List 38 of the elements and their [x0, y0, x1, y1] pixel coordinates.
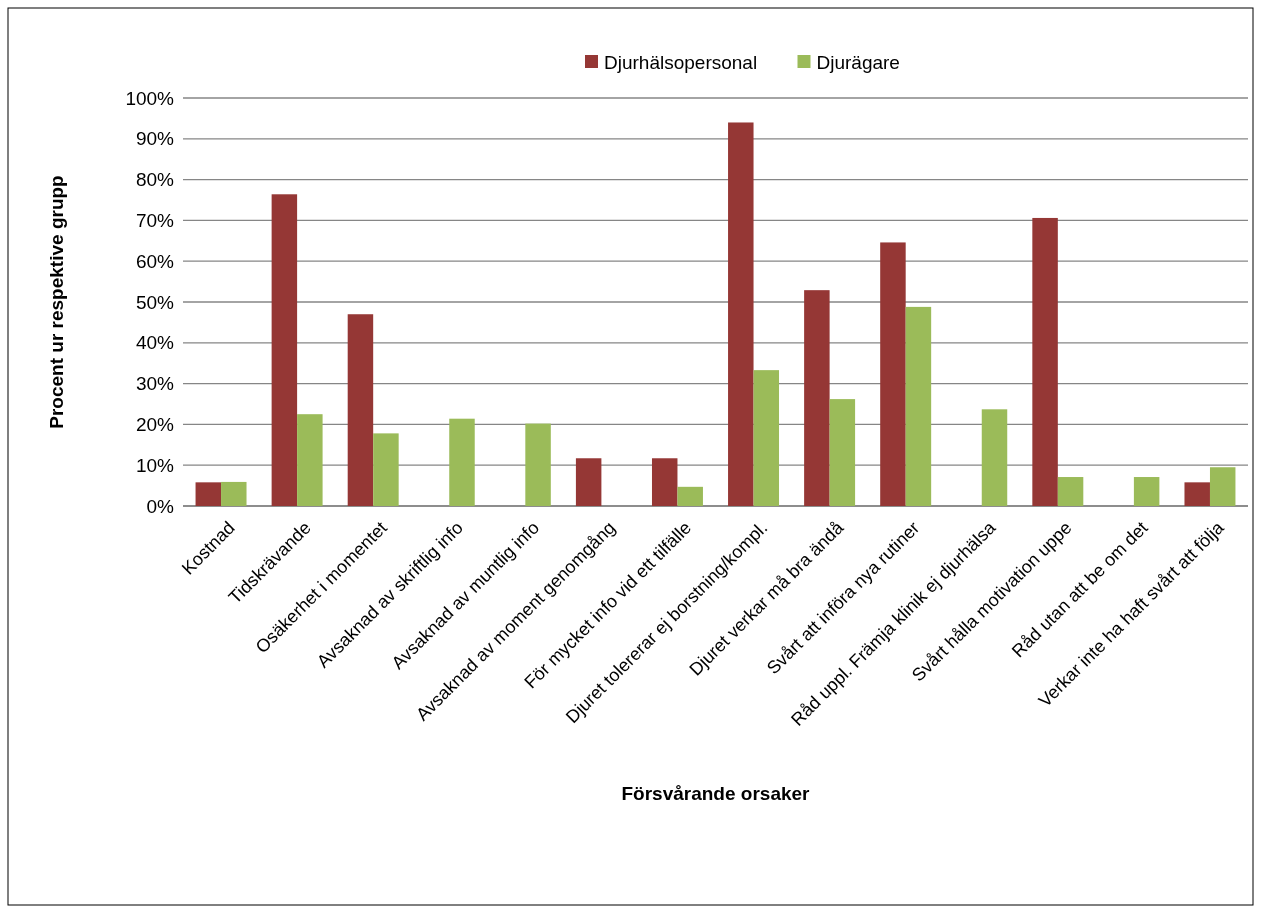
x-axis-title: Försvårande orsaker	[621, 783, 811, 804]
bar	[880, 242, 906, 506]
bar	[728, 122, 754, 506]
legend-label: Djurhälsopersonal	[604, 51, 758, 73]
bar	[804, 290, 830, 506]
y-tick-label: 20%	[135, 414, 175, 436]
bar	[347, 314, 374, 506]
bar	[1184, 482, 1210, 506]
bar	[221, 481, 247, 506]
bar	[271, 194, 298, 506]
bar	[1032, 217, 1058, 506]
y-tick-label: 10%	[135, 454, 175, 476]
bar	[449, 418, 475, 506]
y-tick-label: 60%	[135, 250, 175, 272]
y-tick-label: 80%	[135, 169, 175, 191]
bar	[651, 458, 678, 506]
y-tick-label: 70%	[135, 210, 175, 232]
y-tick-label: 40%	[135, 332, 175, 354]
bar	[981, 409, 1008, 506]
bar	[677, 486, 703, 506]
y-tick-label: 100%	[125, 87, 175, 109]
bar	[575, 458, 602, 506]
y-tick-label: 50%	[135, 291, 175, 313]
bar	[829, 399, 856, 506]
bar	[373, 433, 399, 506]
legend-label: Djurägare	[816, 51, 900, 73]
bar	[525, 423, 551, 506]
y-tick-label: 30%	[135, 373, 175, 395]
y-tick-label: 90%	[135, 128, 175, 150]
bar	[753, 370, 780, 506]
bar	[905, 306, 932, 506]
bar	[1209, 467, 1236, 506]
y-axis-title: Procent ur respektive grupp	[46, 175, 67, 429]
bar	[1133, 477, 1160, 506]
y-tick-label: 0%	[146, 495, 175, 517]
bar	[195, 482, 222, 506]
bar	[297, 414, 323, 506]
bar	[1057, 477, 1084, 506]
